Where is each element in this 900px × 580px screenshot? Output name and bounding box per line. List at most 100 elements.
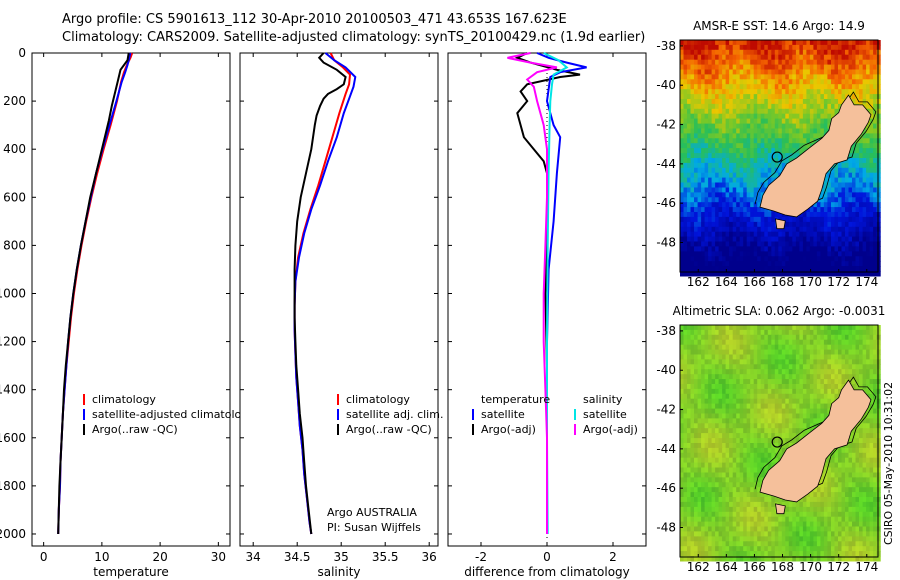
map-grid-cell [866,334,871,341]
map-grid-cell [834,325,839,331]
map-grid-cell [722,364,727,370]
map-grid-cell [683,428,688,434]
map-grid-cell [778,423,783,429]
map-grid-cell [701,251,706,257]
map-grid-cell [697,94,702,100]
map-grid-cell [841,64,846,71]
map-grid-cell [687,246,692,252]
map-grid-cell [816,59,821,66]
map-grid-cell [729,84,734,90]
map-grid-cell [687,344,692,351]
map-grid-cell [725,388,730,395]
map-grid-cell [725,447,730,454]
map-grid-cell [697,221,702,228]
map-grid-cell [701,266,706,272]
map-grid-cell [694,79,699,85]
map-grid-cell [683,216,688,223]
map-grid-cell [725,256,730,262]
map-grid-cell [732,369,737,375]
map-grid-cell [788,108,793,115]
map-grid-cell [781,103,786,110]
map-grid-cell [736,89,741,95]
map-grid-cell [725,123,730,130]
map-grid-cell [725,384,730,390]
map-grid-cell [708,192,713,198]
map-grid-cell [732,325,737,331]
map-grid-cell [764,103,769,110]
map-grid-cell [683,379,688,385]
map-grid-cell [683,443,688,449]
map-grid-cell [750,334,755,341]
map-grid-cell [869,418,874,424]
map-grid-cell [852,339,857,346]
map-grid-cell [866,452,871,459]
map-grid-cell [743,433,748,439]
map-grid-cell [757,221,762,228]
map-grid-cell [736,251,741,257]
map-grid-cell [859,359,864,365]
map-grid-cell [873,472,878,478]
map-grid-cell [718,403,723,410]
map-grid-cell [708,359,713,365]
map-grid-cell [750,477,755,483]
map-grid-cell [687,177,692,184]
map-grid-cell [729,354,734,360]
map-grid-cell [715,359,720,365]
map-grid-cell [869,167,874,174]
map-grid-cell [866,40,871,46]
map-grid-cell [778,231,783,238]
map-grid-cell [764,384,769,390]
map-grid-cell [690,246,695,252]
map-grid-cell [781,158,786,164]
map-grid-cell [873,44,878,51]
map-grid-cell [718,162,723,169]
map-grid-cell [760,167,765,174]
map-grid-cell [746,138,751,144]
map-grid-cell [831,477,836,483]
map-grid-cell [873,103,878,110]
map-grid-cell [792,133,797,139]
map-grid-cell [757,54,762,61]
map-grid-cell [866,408,871,415]
map-grid-cell [697,349,702,356]
map-grid-cell [725,251,730,257]
map-grid-cell [746,153,751,159]
map-grid-cell [722,379,727,385]
map-grid-cell [781,403,786,410]
map-grid-cell [753,89,758,95]
map-grid-cell [838,487,843,493]
map-grid-cell [859,482,864,488]
map-grid-cell [708,143,713,149]
map-grid-cell [869,329,874,336]
map-grid-cell [718,182,723,188]
x-axis-label: difference from climatology [464,565,630,579]
map-grid-cell [813,138,818,144]
map-grid-cell [680,236,685,243]
map-grid-cell [862,148,867,154]
map-grid-cell [757,388,762,395]
map-grid-cell [750,369,755,375]
map-grid-cell [753,108,758,115]
map-grid-cell [701,467,706,473]
map-grid-cell [764,369,769,375]
map-grid-cell [848,177,853,184]
map-grid-cell [739,216,744,223]
map-grid-cell [746,64,751,71]
map-grid-cell [708,482,713,488]
map-grid-cell [795,84,800,90]
map-grid-cell [816,226,821,233]
map-grid-cell [694,231,699,238]
map-grid-cell [873,418,878,424]
map-grid-cell [813,103,818,110]
map-grid-cell [862,216,867,223]
map-grid-cell [750,162,755,169]
map-grid-cell [823,74,828,80]
map-grid-cell [697,153,702,159]
map-grid-cell [778,40,783,46]
map-grid-cell [711,413,716,419]
map-grid-cell [697,89,702,95]
map-grid-cell [802,403,807,410]
map-grid-cell [820,246,825,252]
map-grid-cell [806,492,811,498]
map-grid-cell [827,49,832,56]
